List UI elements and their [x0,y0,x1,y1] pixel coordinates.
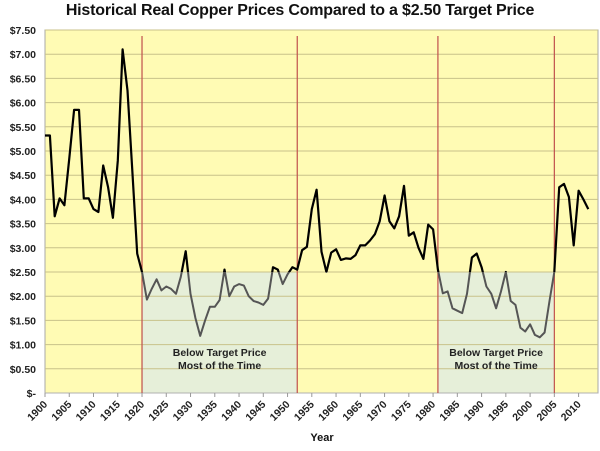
x-tick-label: 1985 [437,399,462,424]
y-tick-label: $7.00 [10,49,36,61]
x-tick-label: 1900 [25,399,50,424]
series-line-above-target [45,48,590,272]
x-tick-label: 1955 [292,399,317,424]
target-zones [142,272,555,393]
y-tick-label: $2.50 [10,267,36,279]
x-tick-label: 1935 [195,399,220,424]
x-tick-label: 1925 [146,399,171,424]
y-tick-label: $2.00 [10,291,36,303]
x-tick-label: 1930 [171,399,196,424]
x-tick-label: 1950 [268,399,293,424]
x-tick-label: 1980 [413,399,438,424]
x-tick-label: 1975 [389,399,414,424]
x-tick-label: 1945 [243,399,268,424]
y-tick-label: $1.00 [10,340,36,352]
y-tick-label: $4.00 [10,194,36,206]
x-tick-label: 1940 [219,399,244,424]
y-tick-label: $5.00 [10,146,36,158]
y-tick-label: $1.50 [10,315,36,327]
x-tick-label: 1905 [49,399,74,424]
x-tick-label: 1920 [122,399,147,424]
y-tick-label: $6.00 [10,98,36,110]
target-zone-2 [437,272,555,393]
y-tick-label: $3.00 [10,243,36,255]
y-tick-label: $7.50 [10,25,36,37]
period-dividers [141,36,555,393]
target-zone-1 [142,272,298,393]
annotation-line2: Most of the Time [455,360,538,372]
x-tick-label: 1960 [316,399,341,424]
x-tick-label: 2010 [559,399,584,424]
series-line-below-target [140,272,556,339]
annotation-line1: Below Target Price [173,347,267,359]
y-tick-label: $6.50 [10,73,36,85]
x-axis-ticks: 1900 1905 1910 1915 1920 1925 1930 1935 1940 1945… [25,393,584,424]
y-tick-label: $- [27,388,37,400]
annotation-line2: Most of the Time [178,360,261,372]
price-series [45,48,590,339]
x-tick-label: 2005 [534,399,559,424]
x-axis-label: Year [310,432,334,444]
x-tick-label: 1990 [462,399,487,424]
x-tick-label: 2000 [510,399,535,424]
y-tick-label: $5.50 [10,122,36,134]
y-tick-label: $0.50 [10,364,36,376]
x-tick-label: 1915 [98,399,123,424]
y-tick-label: $4.50 [10,170,36,182]
x-tick-label: 1995 [486,399,511,424]
y-tick-label: $3.50 [10,219,36,231]
chart-title: Historical Real Copper Prices Compared t… [65,2,535,19]
y-axis-ticks: $- $0.50 $1.00 $1.50 $2.00 $2.50 $3.00 $3.50 $4.… [10,25,37,400]
annotation-line1: Below Target Price [449,347,543,359]
x-tick-label: 1965 [340,399,365,424]
x-tick-label: 1970 [365,399,390,424]
x-tick-label: 1910 [74,399,99,424]
